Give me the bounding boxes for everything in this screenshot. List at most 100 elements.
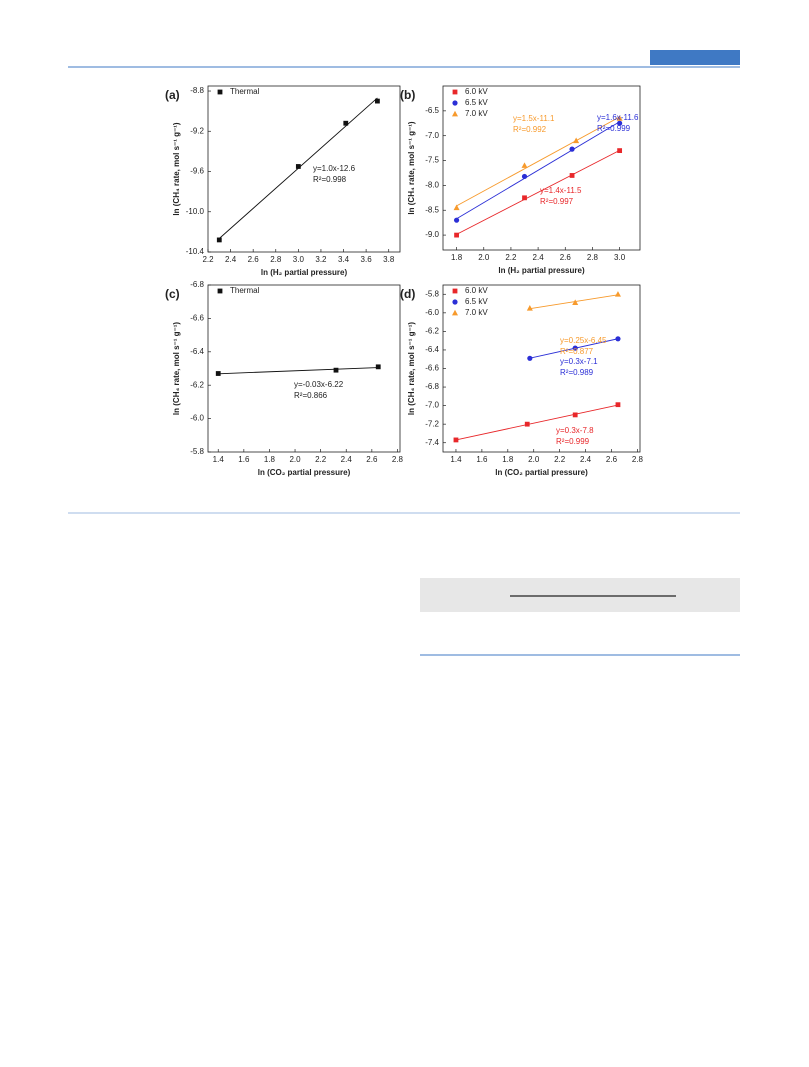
fit-line	[529, 294, 619, 310]
data-point	[343, 120, 349, 126]
data-point	[333, 367, 339, 373]
data-point	[617, 148, 623, 154]
panel-label: (c)	[165, 287, 180, 301]
data-point	[453, 437, 459, 443]
x-tick-label: 2.4	[225, 255, 237, 264]
x-tick-label: 2.2	[315, 455, 327, 464]
x-tick-label: 1.4	[450, 455, 462, 464]
legend-label: 6.0 kV	[465, 87, 488, 96]
x-tick-label: 2.4	[580, 455, 592, 464]
x-tick-label: 2.4	[533, 253, 545, 262]
panel-label: (a)	[165, 88, 180, 102]
data-point	[453, 217, 460, 223]
data-point	[614, 291, 621, 297]
header-block	[650, 50, 740, 65]
data-point	[216, 237, 222, 243]
x-tick-label: 1.6	[476, 455, 488, 464]
fit-line	[456, 149, 620, 235]
fit-annotation: y=1.0x-12.6	[313, 164, 356, 173]
data-point	[615, 402, 621, 408]
fit-annotation: y=1.4x-11.5	[540, 186, 582, 195]
fit-annotation: y=-0.03x-6.22	[294, 380, 344, 389]
x-axis-label: ln (H₂ partial pressure)	[261, 268, 348, 277]
x-tick-label: 2.2	[202, 255, 214, 264]
data-point	[616, 115, 623, 121]
x-tick-label: 3.2	[315, 255, 327, 264]
y-tick-label: -7.0	[425, 131, 439, 140]
data-point	[615, 336, 621, 342]
fit-annotation: R²=0.877	[560, 347, 594, 356]
x-tick-label: 2.8	[270, 255, 282, 264]
legend-marker	[452, 288, 458, 294]
x-tick-label: 2.0	[289, 455, 301, 464]
fit-line	[456, 121, 620, 220]
fit-annotation: R²=0.997	[540, 197, 574, 206]
y-tick-label: -6.2	[190, 380, 204, 389]
y-tick-label: -6.6	[190, 314, 204, 323]
data-point	[573, 137, 580, 144]
y-tick-label: -7.4	[425, 438, 439, 447]
x-tick-label: 2.8	[632, 455, 644, 464]
data-point	[522, 195, 527, 201]
x-tick-label: 2.8	[392, 455, 404, 464]
legend-marker	[452, 110, 458, 117]
y-tick-label: -6.4	[190, 347, 204, 356]
y-tick-label: -5.8	[425, 289, 439, 298]
data-point	[524, 421, 530, 427]
y-tick-label: -6.8	[190, 280, 204, 289]
x-tick-label: 3.0	[614, 253, 626, 262]
y-tick-label: -8.5	[425, 205, 439, 214]
legend-marker	[217, 89, 223, 95]
panel-label: (b)	[400, 88, 415, 102]
data-point	[526, 304, 533, 311]
x-tick-label: 1.8	[264, 455, 276, 464]
y-tick-label: -6.8	[425, 382, 439, 391]
fit-annotation: R²=0.998	[313, 175, 347, 184]
y-tick-label: -7.2	[425, 419, 439, 428]
legend-label: 6.0 kV	[465, 286, 488, 295]
fit-annotation: R²=0.999	[556, 437, 590, 446]
x-tick-label: 1.8	[502, 455, 514, 464]
x-tick-label: 1.8	[451, 253, 463, 262]
y-tick-label: -7.5	[425, 156, 439, 165]
y-tick-label: -10.0	[186, 207, 205, 216]
x-tick-label: 1.6	[238, 455, 250, 464]
data-point	[453, 204, 460, 211]
data-point	[572, 412, 578, 418]
x-tick-label: 1.4	[213, 455, 225, 464]
legend-marker	[217, 288, 223, 294]
y-tick-label: -6.0	[425, 308, 439, 317]
fit-annotation: R²=0.992	[513, 125, 547, 134]
x-axis-label: ln (CO₂ partial pressure)	[258, 468, 351, 477]
legend-label: 6.5 kV	[465, 297, 488, 306]
data-point	[527, 355, 533, 361]
fit-annotation: R²=0.866	[294, 391, 328, 400]
x-tick-label: 2.2	[505, 253, 517, 262]
data-point	[521, 162, 528, 168]
data-point	[617, 120, 623, 126]
y-tick-label: -6.6	[425, 364, 439, 373]
x-tick-label: 2.0	[478, 253, 490, 262]
data-point	[569, 146, 575, 152]
data-point	[521, 173, 528, 180]
y-tick-label: -10.4	[186, 247, 205, 256]
x-tick-label: 2.8	[587, 253, 599, 262]
y-tick-label: -9.0	[425, 230, 439, 239]
x-tick-label: 3.0	[293, 255, 305, 264]
y-tick-label: -7.0	[425, 401, 439, 410]
plot-frame	[442, 85, 641, 251]
legend-label: Thermal	[230, 87, 260, 96]
fit-annotation: y=1.6x-11.6	[597, 113, 639, 122]
y-tick-label: -5.8	[190, 447, 204, 456]
legend-label: Thermal	[230, 286, 260, 295]
data-point	[454, 232, 459, 238]
y-tick-label: -9.6	[190, 167, 204, 176]
fit-line	[455, 404, 619, 441]
x-tick-label: 3.4	[338, 255, 350, 264]
y-tick-label: -8.0	[425, 181, 439, 190]
data-point	[375, 98, 380, 104]
data-point	[215, 371, 221, 376]
x-axis-label: ln (CO₂ partial pressure)	[495, 468, 588, 477]
